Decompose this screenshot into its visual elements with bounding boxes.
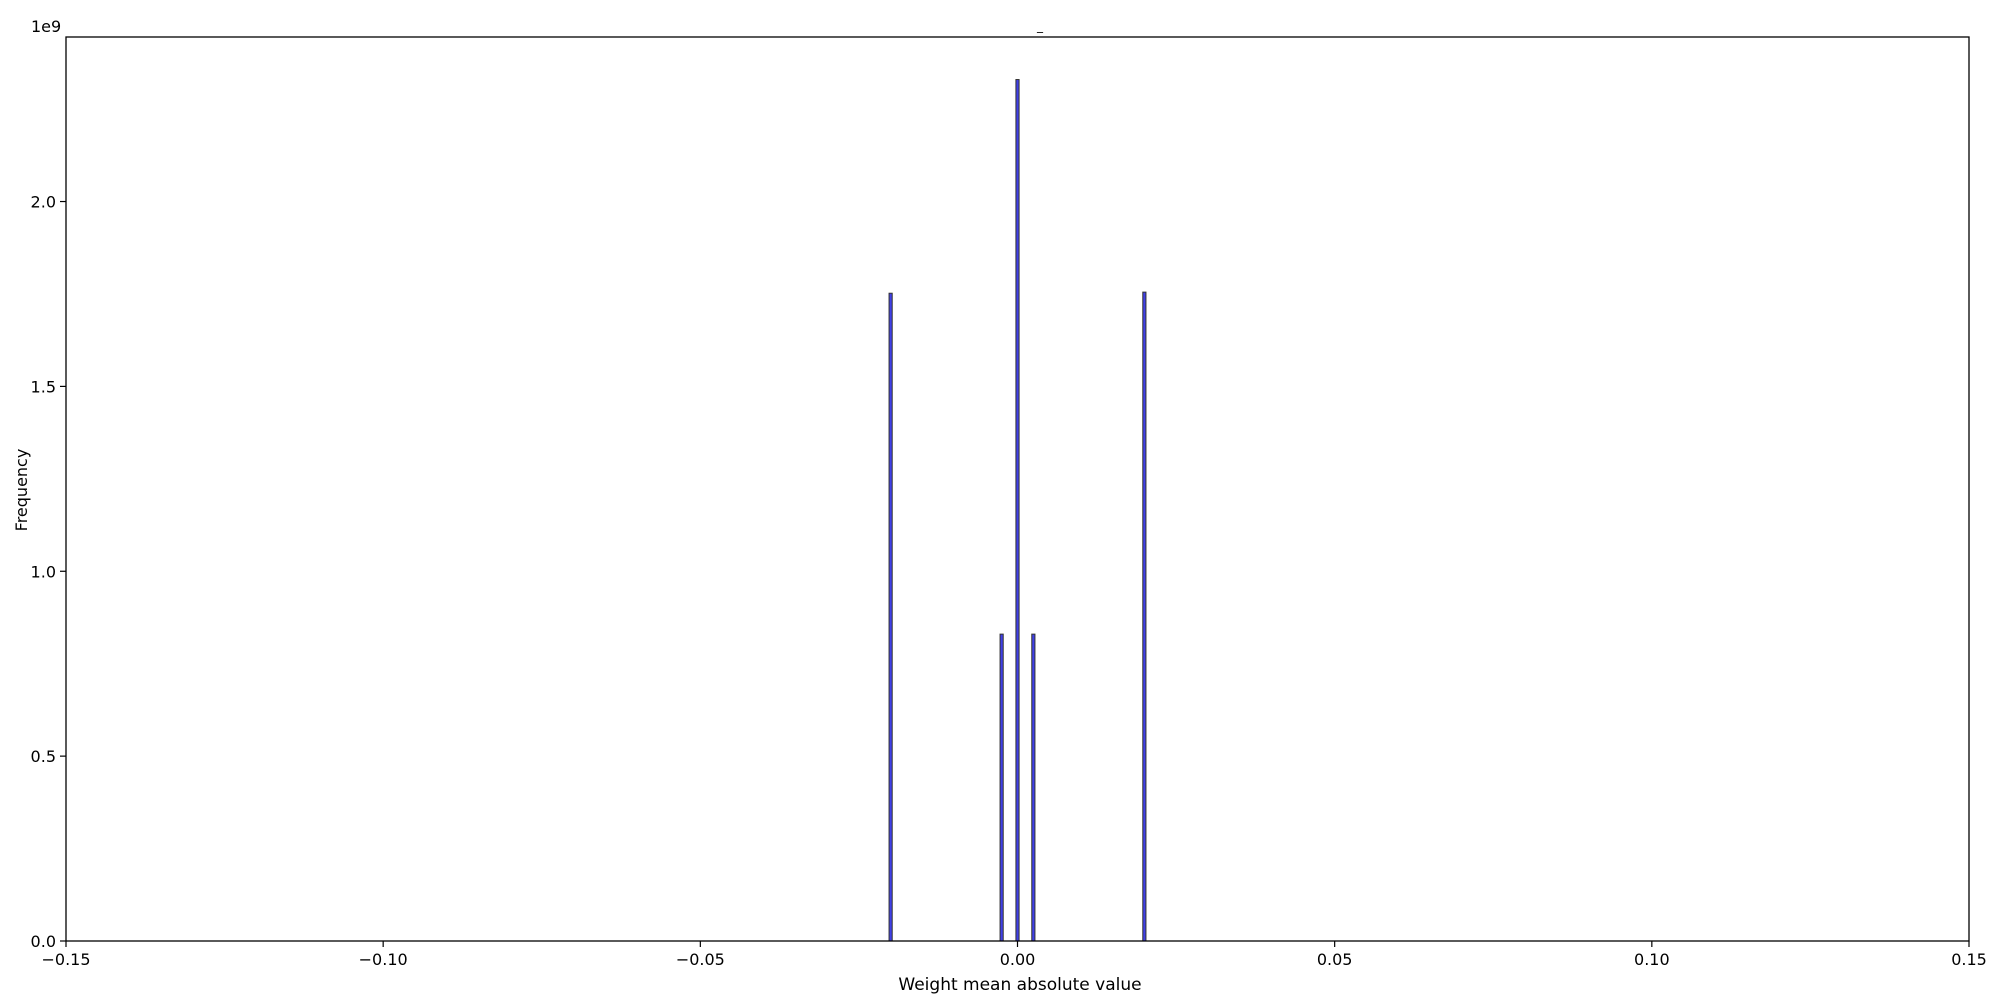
x-tick-label: 0.10: [1634, 950, 1670, 969]
histogram-bar: [1142, 291, 1147, 942]
y-tick-label: 0.5: [31, 747, 56, 766]
y-tick-label: 2.0: [31, 193, 56, 212]
histogram-bar: [1015, 79, 1020, 942]
x-tick-label: −0.05: [676, 950, 725, 969]
x-tick-label: −0.15: [41, 950, 90, 969]
y-offset-label: 1e9: [31, 17, 61, 36]
y-axis-label: Frequency: [12, 449, 31, 532]
x-tick-label: 0.00: [1000, 950, 1036, 969]
x-tick-label: 0.05: [1317, 950, 1353, 969]
histogram-bar: [999, 633, 1004, 942]
x-tick-label: 0.15: [1951, 950, 1987, 969]
x-tick-label: −0.10: [359, 950, 408, 969]
histogram-bar: [1031, 633, 1036, 942]
histogram-bar: [888, 292, 893, 942]
y-tick-label: 1.0: [31, 562, 56, 581]
plot-frame: [65, 36, 1970, 942]
y-tick-label: 0.0: [31, 932, 56, 951]
x-axis-label: Weight mean absolute value: [898, 975, 1141, 995]
y-tick-label: 1.5: [31, 377, 56, 396]
chart-title: _: [1036, 19, 1044, 33]
